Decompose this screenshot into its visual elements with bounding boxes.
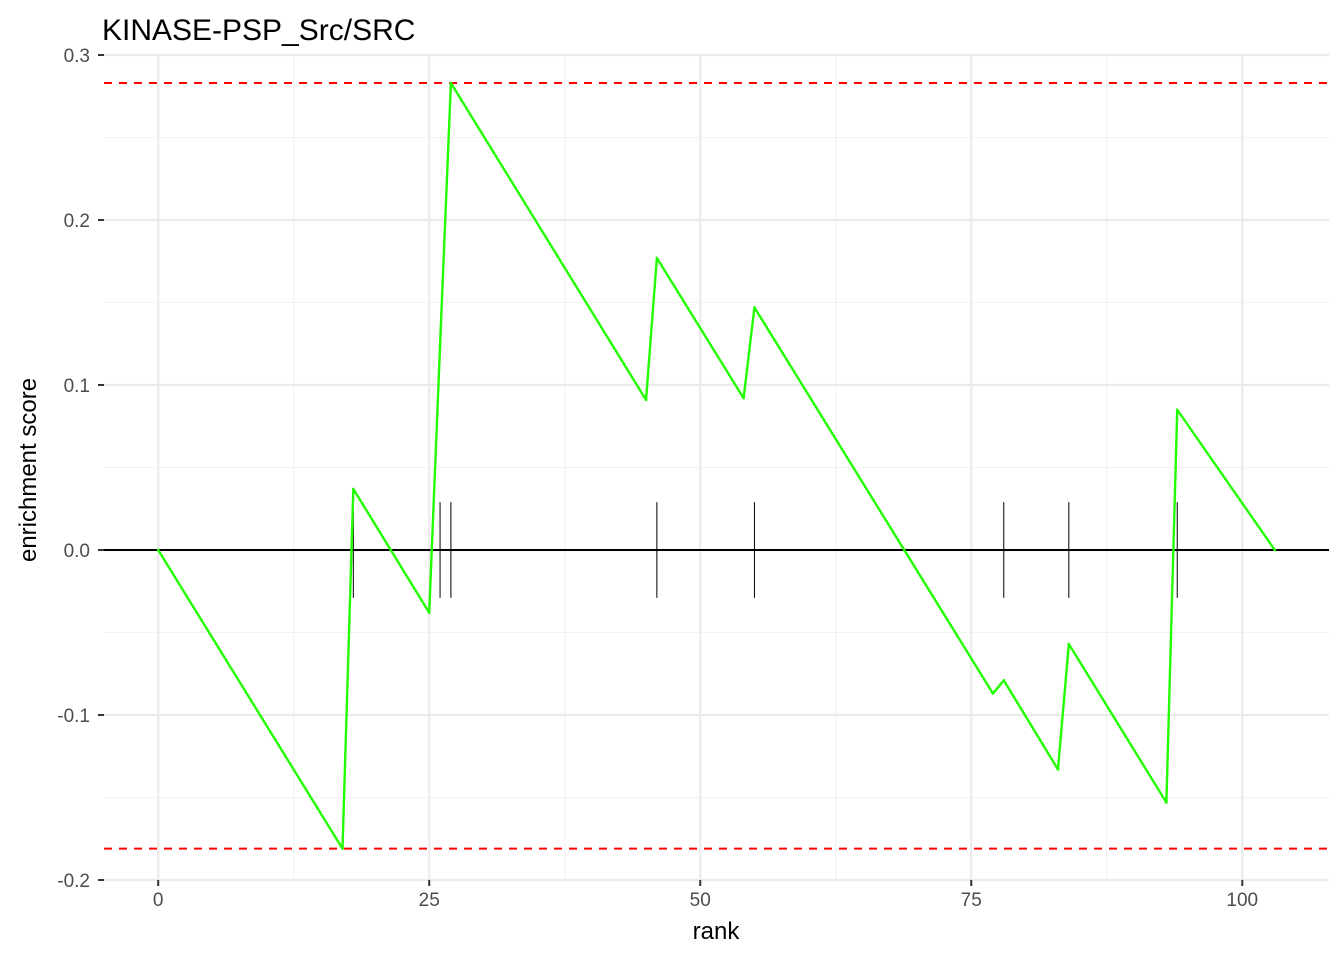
y-axis-title: enrichment score <box>15 378 42 562</box>
x-tick-label: 100 <box>1226 890 1258 911</box>
threshold-lines <box>104 82 1329 850</box>
x-tick-label: 25 <box>419 890 440 911</box>
enrichment-point <box>1273 548 1277 552</box>
enrichment-point <box>341 847 344 850</box>
enrichment-point <box>438 344 442 347</box>
hit-marks <box>352 502 1178 598</box>
y-tick-label: 0.0 <box>64 541 90 562</box>
enrichment-point <box>352 487 355 491</box>
enrichment-point <box>742 396 745 400</box>
y-tick-label: 0.2 <box>64 211 90 232</box>
enrichment-point <box>427 611 431 614</box>
enrichment-point <box>1175 408 1179 412</box>
enrichment-point <box>644 398 648 402</box>
enrichment-point <box>449 81 453 85</box>
y-tick-label: 0.1 <box>64 376 90 397</box>
y-axis: -0.2 -0.1 0.0 0.1 0.2 0.3 <box>57 46 104 892</box>
chart-title: KINASE-PSP_Src/SRC <box>102 14 415 47</box>
x-axis: 0 25 50 75 100 <box>153 880 1258 911</box>
enrichment-point <box>1067 642 1071 646</box>
enrichment-point <box>753 306 756 309</box>
x-tick-label: 0 <box>153 890 164 911</box>
series-layer <box>156 81 1277 850</box>
enrichment-point <box>156 548 160 552</box>
enrichment-point <box>655 256 659 260</box>
enrichment-point <box>1056 768 1060 771</box>
enrichment-point <box>1165 801 1168 804</box>
minor-grid <box>104 55 1329 880</box>
enrichment-point <box>991 692 995 695</box>
x-tick-label: 50 <box>690 890 711 911</box>
y-tick-label: -0.1 <box>57 706 90 727</box>
y-tick-label: 0.3 <box>64 46 90 67</box>
x-axis-title: rank <box>693 918 741 945</box>
enrichment-point <box>1002 679 1006 682</box>
x-tick-label: 75 <box>961 890 982 911</box>
y-tick-label: -0.2 <box>57 871 90 892</box>
